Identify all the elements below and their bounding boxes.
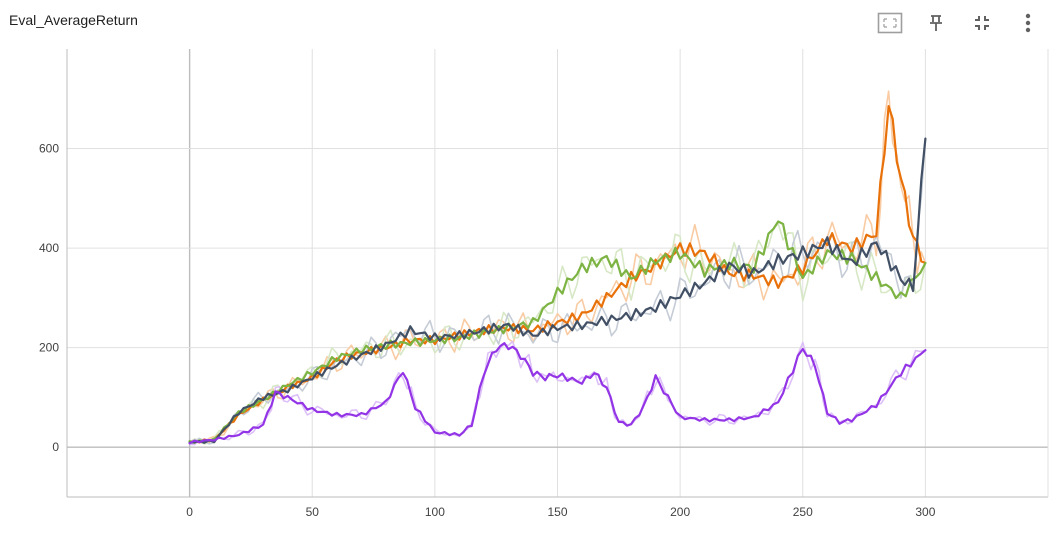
series-layer bbox=[188, 90, 927, 446]
series-smoothed-line bbox=[188, 137, 927, 444]
collapse-icon bbox=[975, 16, 989, 30]
grid-lines bbox=[67, 49, 1048, 497]
x-tick-label: 50 bbox=[306, 505, 320, 519]
pin-button[interactable] bbox=[923, 10, 949, 36]
card-title: Eval_AverageReturn bbox=[9, 12, 138, 28]
series-raw-line bbox=[189, 138, 927, 446]
x-tick-label: 150 bbox=[547, 505, 567, 519]
collapse-button[interactable] bbox=[969, 10, 995, 36]
more-options-button[interactable] bbox=[1015, 10, 1041, 36]
y-tick-label: 600 bbox=[39, 142, 59, 156]
fit-domain-button[interactable] bbox=[877, 10, 903, 36]
series-smoothed-line bbox=[188, 342, 927, 445]
y-tick-label: 200 bbox=[39, 341, 59, 355]
axes bbox=[66, 49, 1049, 498]
y-tick-label: 400 bbox=[39, 241, 59, 255]
x-tick-label: 250 bbox=[793, 505, 813, 519]
series-raw-line bbox=[189, 340, 926, 446]
series-smoothed-line bbox=[188, 220, 927, 444]
more-vert-icon bbox=[1025, 13, 1031, 33]
card-toolbar bbox=[877, 10, 1041, 36]
x-tick-label: 300 bbox=[915, 505, 935, 519]
y-tick-label: 0 bbox=[52, 440, 59, 454]
x-tick-label: 100 bbox=[425, 505, 445, 519]
fit-domain-icon bbox=[877, 12, 903, 34]
x-tick-label: 0 bbox=[186, 505, 193, 519]
pin-icon bbox=[930, 15, 942, 31]
x-tick-label: 200 bbox=[670, 505, 690, 519]
tick-labels: 0 50 100 150 200 250 300 0 200 400 600 bbox=[39, 142, 936, 519]
